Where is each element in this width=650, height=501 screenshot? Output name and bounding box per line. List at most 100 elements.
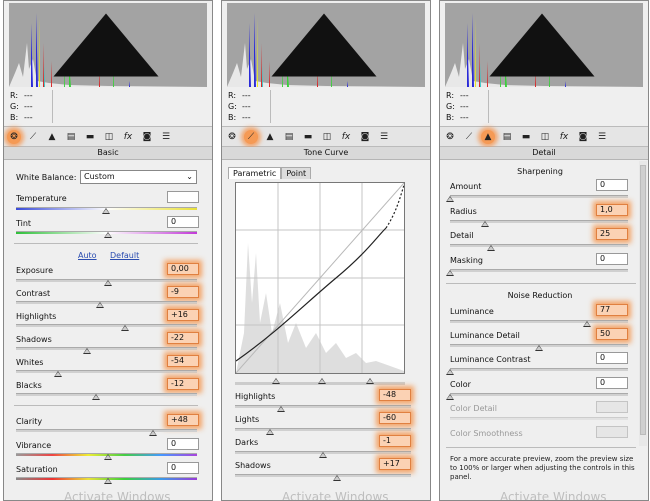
clarity-input[interactable]: +48 (167, 414, 199, 426)
exposure-slider-knob[interactable] (104, 280, 112, 286)
blacks-input[interactable]: -12 (167, 378, 199, 390)
scrollbar-thumb[interactable] (640, 165, 646, 435)
tc-highlights-slider-knob[interactable] (277, 406, 285, 412)
luminance-contrast-slider-track[interactable] (450, 368, 628, 371)
effects-tab-icon[interactable]: fx (341, 132, 351, 142)
masking-input[interactable]: 0 (596, 253, 628, 265)
presets-tab-icon[interactable]: ☰ (597, 132, 607, 142)
luminance-contrast-slider-knob[interactable] (446, 369, 454, 375)
vibrance-slider-knob[interactable] (104, 454, 112, 460)
highlights-slider-track[interactable] (16, 324, 197, 327)
temperature-input[interactable] (167, 191, 199, 203)
split-toning-tab-icon[interactable]: ▬ (303, 132, 313, 142)
split-handle-highlights[interactable] (366, 378, 374, 384)
basic-tab-icon[interactable]: ❂ (446, 132, 454, 142)
tc-shadows-slider-knob[interactable] (333, 475, 341, 481)
luminance-detail-slider-knob[interactable] (535, 345, 543, 351)
tone-curve-tab-icon[interactable]: ⟋ (465, 132, 473, 142)
tc-highlights-slider-track[interactable] (235, 405, 411, 408)
vibrance-input[interactable]: 0 (167, 438, 199, 450)
tint-input[interactable]: 0 (167, 216, 199, 228)
clarity-slider-track[interactable] (16, 429, 197, 432)
clipping-warning-icon[interactable] (445, 3, 641, 87)
basic-tab-icon[interactable]: ❂ (228, 132, 236, 142)
contrast-slider-knob[interactable] (96, 302, 104, 308)
detail-slider-track[interactable] (450, 244, 628, 247)
tab-point[interactable]: Point (281, 167, 312, 179)
luminance-detail-input[interactable]: 50 (596, 328, 628, 340)
tone-curve-tab-icon[interactable]: ⟋ (244, 130, 258, 144)
shadows-slider-knob[interactable] (83, 348, 91, 354)
detail-tab-icon[interactable]: ▲ (48, 132, 56, 142)
white-balance-select[interactable]: Custom ⌄ (80, 170, 197, 184)
detail-slider-knob[interactable] (487, 245, 495, 251)
camera-calibration-tab-icon[interactable]: ◙ (578, 132, 588, 142)
luminance-slider-track[interactable] (450, 320, 628, 323)
hsl-tab-icon[interactable]: ▤ (502, 132, 512, 142)
tc-shadows-slider-track[interactable] (235, 474, 411, 477)
amount-input[interactable]: 0 (596, 179, 628, 191)
saturation-input[interactable]: 0 (167, 462, 199, 474)
luminance-slider-knob[interactable] (583, 321, 591, 327)
tone-curve-graph[interactable] (235, 182, 405, 374)
tint-slider-knob[interactable] (104, 232, 112, 238)
split-handle-midtones[interactable] (318, 378, 326, 384)
auto-link[interactable]: Auto (78, 251, 97, 260)
tc-lights-slider-track[interactable] (235, 428, 411, 431)
clarity-slider-knob[interactable] (149, 430, 157, 436)
detail-tab-icon[interactable]: ▲ (266, 132, 274, 142)
luminance-contrast-input[interactable]: 0 (596, 352, 628, 364)
lens-corrections-tab-icon[interactable]: ◫ (540, 132, 550, 142)
temperature-slider-knob[interactable] (102, 208, 110, 214)
split-toning-tab-icon[interactable]: ▬ (521, 132, 531, 142)
radius-input[interactable]: 1,0 (596, 204, 628, 216)
presets-tab-icon[interactable]: ☰ (161, 132, 171, 142)
color-slider-track[interactable] (450, 393, 628, 396)
amount-slider-track[interactable] (450, 195, 628, 198)
detail-input[interactable]: 25 (596, 228, 628, 240)
basic-tab-icon[interactable]: ❂ (7, 130, 21, 144)
tab-parametric[interactable]: Parametric (228, 167, 282, 179)
radius-slider-knob[interactable] (481, 221, 489, 227)
default-link[interactable]: Default (110, 251, 140, 260)
contrast-input[interactable]: -9 (167, 286, 199, 298)
amount-slider-knob[interactable] (446, 196, 454, 202)
highlights-input[interactable]: +16 (167, 309, 199, 321)
tc-highlights-input[interactable]: -48 (379, 389, 411, 401)
color-input[interactable]: 0 (596, 377, 628, 389)
masking-slider-knob[interactable] (446, 270, 454, 276)
saturation-slider-knob[interactable] (104, 478, 112, 484)
color-slider-knob[interactable] (446, 394, 454, 400)
tc-darks-slider-knob[interactable] (319, 452, 327, 458)
clipping-warning-icon[interactable] (227, 3, 423, 87)
shadows-slider-track[interactable] (16, 347, 197, 350)
exposure-input[interactable]: 0,00 (167, 263, 199, 275)
split-handle-shadows[interactable] (272, 378, 280, 384)
luminance-input[interactable]: 77 (596, 304, 628, 316)
presets-tab-icon[interactable]: ☰ (379, 132, 389, 142)
clipping-warning-icon[interactable] (9, 3, 205, 87)
masking-slider-track[interactable] (450, 269, 628, 272)
detail-tab-icon[interactable]: ▲ (481, 130, 495, 144)
effects-tab-icon[interactable]: fx (559, 132, 569, 142)
blacks-slider-track[interactable] (16, 393, 197, 396)
hsl-tab-icon[interactable]: ▤ (66, 132, 76, 142)
tc-lights-slider-knob[interactable] (266, 429, 274, 435)
lens-corrections-tab-icon[interactable]: ◫ (104, 132, 114, 142)
effects-tab-icon[interactable]: fx (123, 132, 133, 142)
camera-calibration-tab-icon[interactable]: ◙ (142, 132, 152, 142)
lens-corrections-tab-icon[interactable]: ◫ (322, 132, 332, 142)
whites-input[interactable]: -54 (167, 355, 199, 367)
tc-lights-input[interactable]: -60 (379, 412, 411, 424)
tone-curve-tab-icon[interactable]: ⟋ (29, 132, 37, 142)
camera-calibration-tab-icon[interactable]: ◙ (360, 132, 370, 142)
contrast-slider-track[interactable] (16, 301, 197, 304)
whites-slider-track[interactable] (16, 370, 197, 373)
hsl-tab-icon[interactable]: ▤ (284, 132, 294, 142)
tc-shadows-input[interactable]: +17 (379, 458, 411, 470)
split-toning-tab-icon[interactable]: ▬ (85, 132, 95, 142)
panel-scrollbar[interactable] (639, 161, 647, 446)
shadows-input[interactable]: -22 (167, 332, 199, 344)
whites-slider-knob[interactable] (54, 371, 62, 377)
blacks-slider-knob[interactable] (92, 394, 100, 400)
